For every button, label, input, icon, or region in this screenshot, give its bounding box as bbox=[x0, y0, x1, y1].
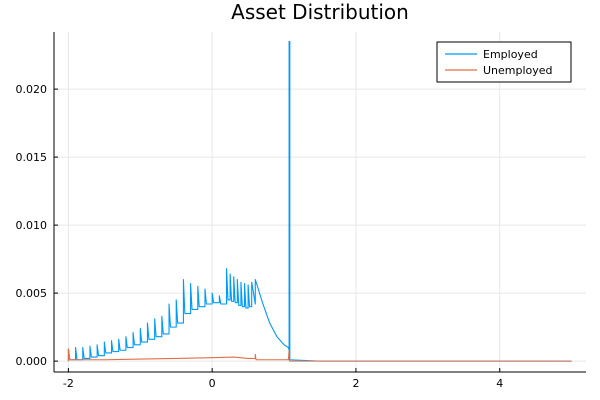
y-tick-label: 0.005 bbox=[16, 287, 48, 300]
legend-label-unemployed: Unemployed bbox=[483, 64, 553, 77]
legend-label-employed: Employed bbox=[483, 48, 538, 61]
series-line-unemployed bbox=[67, 348, 572, 362]
x-tick-label: 0 bbox=[209, 377, 216, 390]
chart-title: Asset Distribution bbox=[231, 0, 409, 24]
axes-layer: -2 0 2 4 0.000 0.005 0.010 0.015 0.020 bbox=[16, 32, 586, 390]
x-tick-label: -2 bbox=[63, 377, 74, 390]
y-tick-label: 0.000 bbox=[16, 355, 48, 368]
x-tick-label: 2 bbox=[352, 377, 359, 390]
legend: Employed Unemployed bbox=[436, 41, 572, 83]
series-layer bbox=[67, 40, 572, 362]
legend-box bbox=[436, 41, 572, 83]
series-line-employed bbox=[67, 40, 572, 362]
y-tick-label: 0.010 bbox=[16, 219, 48, 232]
x-tick-label: 4 bbox=[496, 377, 503, 390]
y-tick-label: 0.015 bbox=[16, 151, 48, 164]
grid-layer bbox=[54, 32, 586, 372]
y-tick-label: 0.020 bbox=[16, 83, 48, 96]
